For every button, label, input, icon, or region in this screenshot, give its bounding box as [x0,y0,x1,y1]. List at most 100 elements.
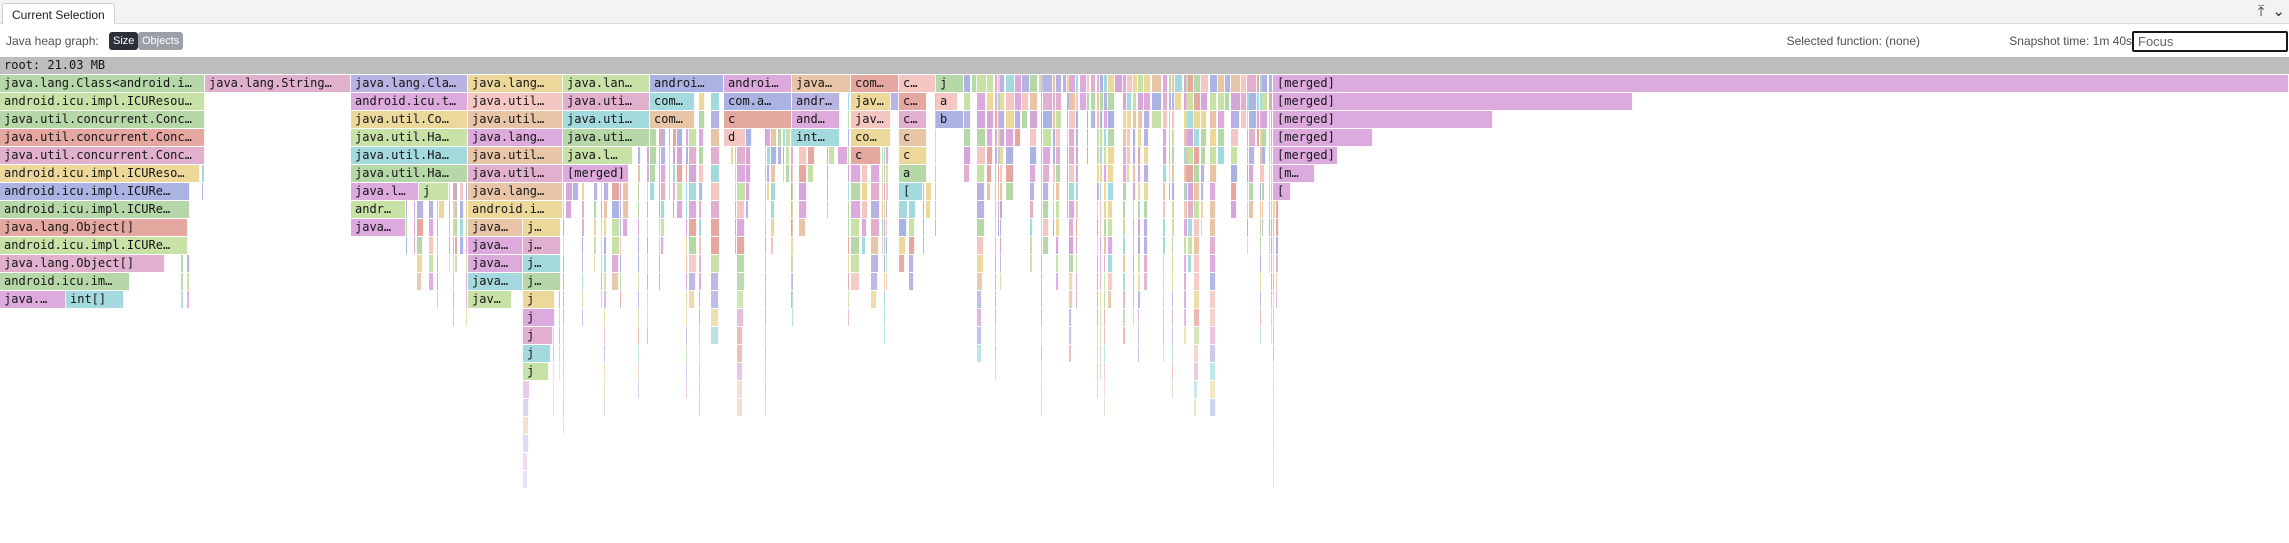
flamegraph-sliver[interactable] [1104,273,1105,290]
flamegraph-sliver[interactable] [563,255,564,272]
flamegraph-sliver[interactable] [1269,111,1270,128]
flamegraph-sliver[interactable] [647,327,648,344]
flamegraph-sliver[interactable] [1030,75,1038,92]
flamegraph-sliver[interactable] [582,255,583,272]
flamegraph-sliver[interactable] [972,75,977,92]
flamegraph-sliver[interactable] [871,255,879,272]
flamegraph-sliver[interactable] [1271,111,1272,128]
flamegraph-sliver[interactable] [886,273,887,290]
flamegraph-sliver[interactable] [601,219,602,236]
flamegraph-sliver[interactable] [1063,75,1067,92]
flamegraph-sliver[interactable] [686,201,687,218]
flamegraph-sliver[interactable] [563,237,564,254]
flamegraph-sliver[interactable] [1194,111,1201,128]
flamegraph-sliver[interactable] [1188,165,1194,182]
flamegraph-sliver[interactable] [746,129,752,146]
flamegraph-sliver[interactable] [1097,255,1098,272]
flamegraph-sliver[interactable] [601,291,602,308]
flamegraph-sliver[interactable] [1030,237,1032,254]
flamegraph-sliver[interactable] [737,345,743,362]
flamegraph-sliver[interactable] [786,147,790,164]
flamegraph-sliver[interactable] [466,183,467,200]
flamegraph-sliver[interactable] [848,237,849,254]
flamegraph-sliver[interactable] [437,291,438,308]
flamegraph-sliver[interactable] [799,183,807,200]
flamegraph-sliver[interactable] [1041,345,1042,362]
flamegraph-sliver[interactable] [1000,237,1001,254]
flamegraph-sliver[interactable] [1271,201,1272,218]
flamegraph-sliver[interactable] [1041,93,1042,110]
flamegraph-sliver[interactable] [1144,219,1148,236]
flamegraph-sliver[interactable] [765,147,766,164]
flamegraph-sliver[interactable] [1271,75,1272,92]
flamegraph-node[interactable]: java.lang.String… [205,75,351,92]
flamegraph-sliver[interactable] [563,363,564,380]
flamegraph-sliver[interactable] [1260,237,1261,254]
flamegraph-sliver[interactable] [851,165,861,182]
flamegraph-sliver[interactable] [1080,93,1087,110]
flamegraph-node[interactable]: android.icu.im… [0,273,130,290]
flamegraph-sliver[interactable] [1262,183,1264,200]
flamegraph-sliver[interactable] [1104,327,1105,344]
flamegraph-root[interactable]: root: 21.03 MB [0,57,2289,74]
flamegraph-sliver[interactable] [1152,111,1162,128]
flamegraph-sliver[interactable] [1273,219,1274,236]
flamegraph-sliver[interactable] [455,219,457,236]
flamegraph-node[interactable]: c… [899,111,927,128]
flamegraph-sliver[interactable] [453,273,454,290]
flamegraph-node[interactable]: com… [650,93,695,110]
flamegraph-sliver[interactable] [995,291,996,308]
flamegraph-sliver[interactable] [1184,255,1186,272]
flamegraph-sliver[interactable] [1053,165,1055,182]
flamegraph-sliver[interactable] [964,75,971,92]
flamegraph-sliver[interactable] [699,363,700,380]
flamegraph-sliver[interactable] [1210,255,1216,272]
flamegraph-sliver[interactable] [1210,273,1216,290]
flamegraph-node[interactable]: java… [792,75,851,92]
flamegraph-sliver[interactable] [735,183,736,200]
flamegraph-sliver[interactable] [735,237,736,254]
flamegraph-sliver[interactable] [647,291,648,308]
flamegraph-sliver[interactable] [1056,111,1062,128]
flamegraph-sliver[interactable] [604,255,606,272]
flamegraph-sliver[interactable] [686,273,687,290]
flamegraph-sliver[interactable] [1069,291,1073,308]
flamegraph-sliver[interactable] [1097,327,1098,344]
flamegraph-sliver[interactable] [909,237,915,254]
flamegraph-sliver[interactable] [1201,147,1206,164]
focus-input[interactable] [2132,31,2288,52]
flamegraph-sliver[interactable] [181,291,183,308]
flamegraph-sliver[interactable] [1172,129,1174,146]
flamegraph-sliver[interactable] [553,363,554,380]
flamegraph-sliver[interactable] [791,201,792,218]
flamegraph-sliver[interactable] [1273,291,1274,308]
flamegraph-sliver[interactable] [977,237,984,254]
flamegraph-sliver[interactable] [1076,255,1077,272]
flamegraph-sliver[interactable] [1138,201,1140,218]
flamegraph-sliver[interactable] [699,201,702,218]
flamegraph-sliver[interactable] [594,183,598,200]
flamegraph-sliver[interactable] [884,255,885,272]
flamegraph-sliver[interactable] [862,165,868,182]
flamegraph-sliver[interactable] [1194,309,1200,326]
flamegraph-sliver[interactable] [995,165,996,182]
flamegraph-sliver[interactable] [884,327,885,344]
flamegraph-node[interactable]: java.lang… [468,183,563,200]
flamegraph-sliver[interactable] [1169,75,1171,92]
flamegraph-sliver[interactable] [1271,93,1272,110]
flamegraph-sliver[interactable] [601,255,602,272]
flamegraph-sliver[interactable] [899,219,907,236]
flamegraph-node[interactable]: c [899,147,927,164]
flamegraph-sliver[interactable] [1273,201,1275,218]
flamegraph-sliver[interactable] [926,201,931,218]
flamegraph-sliver[interactable] [1138,111,1143,128]
flamegraph-sliver[interactable] [1015,111,1021,128]
flamegraph-node[interactable]: a [936,93,958,110]
flamegraph-sliver[interactable] [1144,255,1148,272]
flamegraph-sliver[interactable] [1169,93,1171,110]
flamegraph-sliver[interactable] [1100,147,1103,164]
flamegraph-sliver[interactable] [686,309,687,326]
flamegraph-sliver[interactable] [1163,129,1167,146]
flamegraph-node[interactable]: j [419,183,449,200]
flamegraph-sliver[interactable] [737,291,744,308]
